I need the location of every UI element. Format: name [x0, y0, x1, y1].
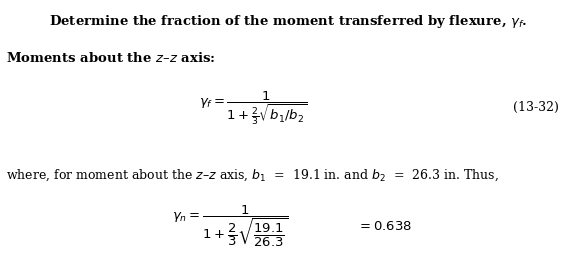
Text: $= 0.638$: $= 0.638$ [357, 220, 412, 233]
Text: (13-32): (13-32) [513, 102, 559, 114]
Text: Moments about the $z$–$z$ axis:: Moments about the $z$–$z$ axis: [6, 51, 215, 65]
Text: where, for moment about the $z$–$z$ axis, $b_1$  =  19.1 in. and $b_2$  =  26.3 : where, for moment about the $z$–$z$ axis… [6, 167, 499, 182]
Text: $\gamma_n = \dfrac{1}{1 + \dfrac{2}{3}\sqrt{\dfrac{19.1}{26.3}}}$: $\gamma_n = \dfrac{1}{1 + \dfrac{2}{3}\s… [172, 204, 289, 249]
Text: $\gamma_f = \dfrac{1}{1 + \frac{2}{3}\sqrt{b_1/b_2}}$: $\gamma_f = \dfrac{1}{1 + \frac{2}{3}\sq… [199, 89, 308, 127]
Text: Determine the fraction of the moment transferred by flexure, $\gamma_f$.: Determine the fraction of the moment tra… [49, 13, 527, 30]
